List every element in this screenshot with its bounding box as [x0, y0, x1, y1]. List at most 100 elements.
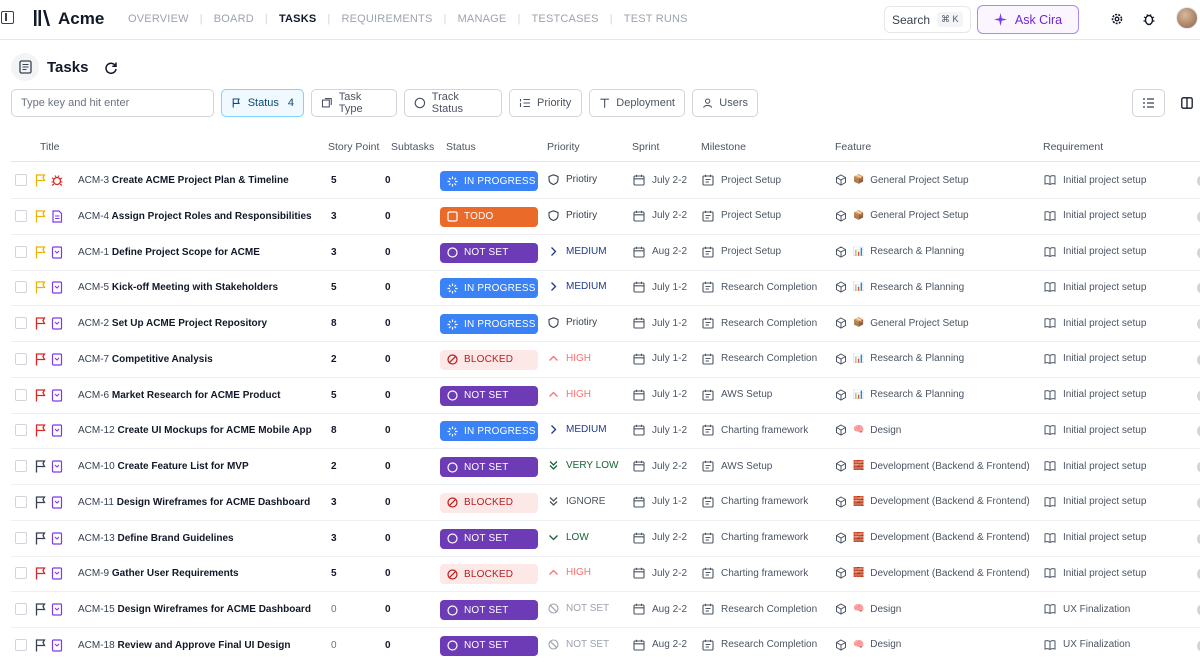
feature-cell[interactable]: 📊 Research & Planning [835, 245, 964, 258]
status-badge[interactable]: TODO [440, 206, 538, 227]
sprint-cell[interactable]: July 1-2 [633, 281, 687, 293]
priority-cell[interactable]: Priotiry [548, 317, 597, 328]
milestone-cell[interactable]: Charting framework [702, 532, 808, 544]
status-badge[interactable]: NOT SET [440, 457, 538, 477]
search-button[interactable]: Search ⌘ K [884, 6, 971, 33]
milestone-cell[interactable]: AWS Setup [702, 460, 772, 472]
task-key[interactable]: ACM-9 [78, 568, 110, 580]
status-badge[interactable]: IN PROGRESS [440, 314, 538, 334]
sprint-cell[interactable]: Aug 2-2 [633, 639, 687, 651]
task-key-search-input[interactable] [11, 89, 214, 117]
status-badge[interactable]: IN PROGRESS [440, 278, 538, 299]
priority-cell[interactable]: VERY LOW [548, 460, 618, 471]
row-checkbox[interactable] [15, 245, 27, 258]
sprint-cell[interactable]: July 1-2 [633, 424, 687, 436]
priority-cell[interactable]: MEDIUM [548, 281, 607, 292]
feature-cell[interactable]: 📦 General Project Setup [835, 174, 969, 186]
status-badge[interactable]: NOT SET [440, 528, 538, 549]
flag-icon[interactable] [35, 603, 46, 616]
table-row[interactable]: ACM-2 Set Up ACME Project Repository 8 0… [11, 306, 1200, 342]
bug-report-button[interactable] [1136, 6, 1162, 32]
milestone-cell[interactable]: Research Completion [702, 353, 817, 365]
status-badge[interactable]: BLOCKED [440, 349, 538, 370]
status-badge[interactable]: NOT SET [440, 242, 538, 263]
flag-icon[interactable] [35, 317, 46, 330]
flag-icon[interactable] [35, 639, 46, 652]
milestone-cell[interactable]: Project Setup [702, 210, 781, 222]
column-milestone[interactable]: Milestone [701, 141, 746, 153]
row-checkbox[interactable] [15, 567, 27, 580]
column-sprint[interactable]: Sprint [632, 141, 660, 153]
requirement-cell[interactable]: Initial project setup [1044, 246, 1146, 258]
task-title-text[interactable]: Set Up ACME Project Repository [111, 318, 268, 329]
row-checkbox[interactable] [15, 352, 27, 365]
nav-item-tasks[interactable]: TASKS [278, 13, 317, 25]
table-row[interactable]: ACM-3 Create ACME Project Plan & Timelin… [11, 163, 1200, 199]
task-title-text[interactable]: Define Brand Guidelines [117, 532, 234, 544]
task-key[interactable]: ACM-15 [78, 604, 115, 615]
task-key[interactable]: ACM-2 [78, 318, 110, 329]
feature-cell[interactable]: 📦 General Project Setup [835, 317, 969, 329]
priority-cell[interactable]: HIGH [548, 567, 591, 578]
feature-cell[interactable]: 🧱 Development (Backend & Frontend) [835, 460, 1030, 472]
feature-cell[interactable]: 📊 Research & Planning [835, 353, 964, 365]
task-title[interactable]: ACM-10 Create Feature List for MVP [78, 461, 249, 472]
milestone-cell[interactable]: Charting framework [702, 567, 808, 579]
task-key[interactable]: ACM-11 [78, 496, 114, 508]
task-title[interactable]: ACM-2 Set Up ACME Project Repository [78, 318, 267, 329]
nav-item-board[interactable]: BOARD [213, 13, 254, 25]
task-title[interactable]: ACM-9 Gather User Requirements [78, 568, 239, 579]
column-title[interactable]: Title [40, 141, 60, 153]
status-badge[interactable]: BLOCKED [440, 492, 538, 513]
feature-cell[interactable]: 📊 Research & Planning [835, 388, 964, 401]
ask-cira-button[interactable]: Ask Cira [977, 5, 1079, 34]
task-title[interactable]: ACM-18 Review and Approve Final UI Desig… [78, 640, 290, 651]
task-key[interactable]: ACM-3 [78, 175, 110, 186]
task-title[interactable]: ACM-7 Competitive Analysis [78, 354, 213, 365]
flag-icon[interactable] [35, 353, 46, 366]
nav-item-testcases[interactable]: TESTCASES [531, 13, 599, 25]
table-row[interactable]: ACM-10 Create Feature List for MVP 2 0 N… [11, 449, 1200, 485]
sidebar-toggle-icon[interactable] [1, 11, 14, 24]
column-requirement[interactable]: Requirement [1043, 141, 1104, 153]
task-title[interactable]: ACM-12 Create UI Mockups for ACME Mobile… [78, 425, 312, 436]
sprint-cell[interactable]: July 2-2 [633, 567, 687, 579]
table-row[interactable]: ACM-5 Kick-off Meeting with Stakeholders… [11, 270, 1200, 307]
task-title-text[interactable]: Review and Approve Final UI Design [117, 639, 291, 651]
table-row[interactable]: ACM-4 Assign Project Roles and Responsib… [11, 199, 1200, 235]
task-title-text[interactable]: Kick-off Meeting with Stakeholders [111, 282, 279, 294]
nav-item-manage[interactable]: MANAGE [457, 13, 507, 25]
panel-layout-icon[interactable] [1181, 97, 1193, 109]
flag-icon[interactable] [35, 174, 46, 187]
requirement-cell[interactable]: Initial project setup [1044, 496, 1146, 508]
status-badge[interactable]: NOT SET [440, 385, 538, 406]
task-title-text[interactable]: Define Project Scope for ACME [111, 246, 260, 258]
flag-icon[interactable] [35, 460, 46, 473]
nav-item-requirements[interactable]: REQUIREMENTS [341, 13, 433, 25]
table-row[interactable]: ACM-13 Define Brand Guidelines 3 0 NOT S… [11, 521, 1200, 557]
row-checkbox[interactable] [15, 209, 27, 222]
table-row[interactable]: ACM-11 Design Wireframes for ACME Dashbo… [11, 485, 1200, 521]
milestone-cell[interactable]: Research Completion [702, 603, 817, 615]
sprint-cell[interactable]: Aug 2-2 [633, 603, 687, 615]
task-key[interactable]: ACM-10 [78, 461, 115, 472]
flag-icon[interactable] [35, 496, 46, 509]
row-checkbox[interactable] [15, 495, 27, 508]
milestone-cell[interactable]: AWS Setup [702, 389, 772, 401]
status-badge[interactable]: IN PROGRESS [440, 421, 538, 442]
milestone-cell[interactable]: Charting framework [702, 496, 808, 508]
task-title-text[interactable]: Assign Project Roles and Responsibilitie… [111, 210, 312, 222]
priority-cell[interactable]: NOT SET [548, 639, 609, 650]
requirement-cell[interactable]: Initial project setup [1044, 389, 1146, 401]
task-key[interactable]: ACM-6 [78, 389, 110, 401]
task-key[interactable]: ACM-13 [78, 532, 115, 544]
sprint-cell[interactable]: July 2-2 [633, 174, 687, 186]
row-checkbox[interactable] [15, 174, 27, 186]
flag-icon[interactable] [35, 567, 46, 580]
milestone-cell[interactable]: Research Completion [702, 317, 817, 329]
task-key[interactable]: ACM-4 [78, 210, 110, 222]
task-title-text[interactable]: Gather User Requirements [111, 568, 239, 580]
priority-cell[interactable]: Priotiry [548, 210, 597, 221]
milestone-cell[interactable]: Project Setup [702, 174, 781, 186]
user-avatar[interactable] [1176, 7, 1198, 29]
